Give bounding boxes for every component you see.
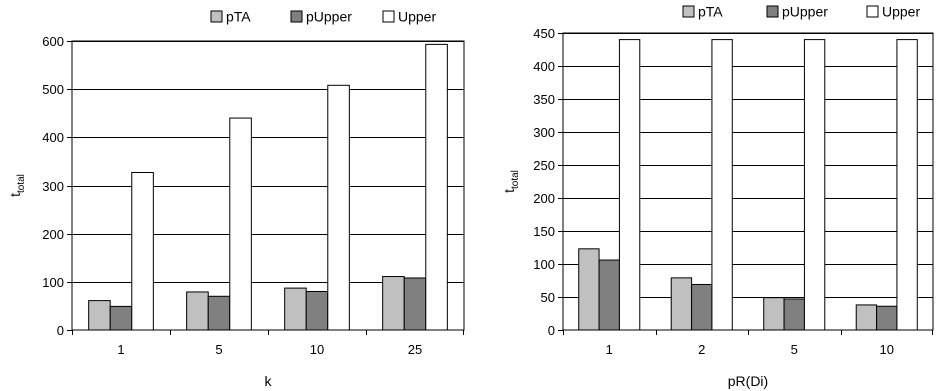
c1-y-tick-label-0: 0 xyxy=(57,323,64,338)
c1-legend-label-pupper: pUpper xyxy=(306,9,352,25)
c2-y-tick-label-100: 100 xyxy=(533,257,555,272)
c2-y-tick-label-250: 250 xyxy=(533,158,555,173)
c1-legend-swatch-pta xyxy=(210,10,223,23)
c1-bar-pupper-5 xyxy=(207,295,231,331)
c2-bar-pupper-10 xyxy=(876,305,898,331)
c2-y-tick-label-300: 300 xyxy=(533,125,555,140)
c1-y-tick-label-200: 200 xyxy=(42,227,64,242)
c2-y-tick-label-400: 400 xyxy=(533,59,555,74)
c2-legend-label-upper: Upper xyxy=(882,4,920,20)
c2-y-tick-label-150: 150 xyxy=(533,224,555,239)
c1-y-tick-label-100: 100 xyxy=(42,275,64,290)
c1-bar-pta-1 xyxy=(88,300,111,331)
c1-bar-upper-25 xyxy=(425,43,448,331)
c1-bar-pta-5 xyxy=(186,291,209,331)
c2-x-tick-label-5: 5 xyxy=(791,342,798,357)
c2-x-tick-label-10: 10 xyxy=(880,342,894,357)
c1-y-tick-label-600: 600 xyxy=(42,34,64,49)
c2-legend-swatch-pta xyxy=(682,5,695,18)
c1-y-axis-label-main: t xyxy=(7,193,23,197)
c1-bar-upper-10 xyxy=(327,84,350,331)
c2-bar-pta-2 xyxy=(670,277,693,331)
c1-x-tick-label-1: 1 xyxy=(117,342,124,357)
c2-y-tick-label-350: 350 xyxy=(533,92,555,107)
c1-y-tick-label-300: 300 xyxy=(42,179,64,194)
c2-y-axis-label: ttotal xyxy=(501,170,521,193)
c1-x-tick-label-25: 25 xyxy=(408,342,422,357)
c1-bar-upper-1 xyxy=(131,171,154,331)
c1-y-axis-label: ttotal xyxy=(7,174,27,197)
c2-y-tick-label-200: 200 xyxy=(533,191,555,206)
c2-x-tick-label-1: 1 xyxy=(606,342,613,357)
c2-bar-pta-5 xyxy=(763,297,785,331)
c1-bar-pupper-1 xyxy=(109,305,133,331)
c1-x-tick-label-10: 10 xyxy=(310,342,324,357)
c1-bar-pupper-25 xyxy=(403,277,427,331)
c2-bar-pta-1 xyxy=(578,248,600,331)
c2-x-tick-label-2: 2 xyxy=(698,342,705,357)
c2-bar-pupper-1 xyxy=(598,259,620,331)
c2-bar-pta-10 xyxy=(855,304,878,331)
c1-bar-upper-5 xyxy=(229,117,252,331)
c2-bar-upper-1 xyxy=(618,39,641,331)
c1-legend-swatch-upper xyxy=(382,10,395,23)
c2-legend-label-pta: pTA xyxy=(698,4,723,20)
c1-y-tick-label-500: 500 xyxy=(42,82,64,97)
c1-x-tick-label-5: 5 xyxy=(215,342,222,357)
c2-legend-label-pupper: pUpper xyxy=(782,4,828,20)
c2-y-tick-label-0: 0 xyxy=(548,323,555,338)
c2-bar-upper-5 xyxy=(803,39,826,331)
c2-y-axis-label-main: t xyxy=(501,189,517,193)
c2-legend-swatch-pupper xyxy=(766,5,779,18)
c1-bar-pupper-10 xyxy=(305,290,329,331)
c2-y-tick-label-450: 450 xyxy=(533,26,555,41)
c2-y-axis-label-subscript: total xyxy=(510,170,521,189)
c2-legend-swatch-upper xyxy=(866,5,879,18)
c2-bar-pupper-5 xyxy=(783,298,805,331)
c2-x-axis-label: pR(Di) xyxy=(728,373,768,389)
c1-legend-swatch-pupper xyxy=(290,10,303,23)
c2-bar-upper-2 xyxy=(711,39,733,331)
c1-x-axis-label: k xyxy=(265,373,273,389)
c1-y-axis-label-subscript: total xyxy=(16,174,27,193)
c1-bar-pta-10 xyxy=(284,287,307,331)
c2-bar-upper-10 xyxy=(896,39,918,331)
c1-legend-label-upper: Upper xyxy=(398,9,436,25)
c2-y-tick-label-50: 50 xyxy=(541,290,555,305)
c1-legend-label-pta: pTA xyxy=(226,9,251,25)
c1-y-tick-label-400: 400 xyxy=(42,130,64,145)
c1-bar-pta-25 xyxy=(382,276,405,331)
c2-bar-pupper-2 xyxy=(691,283,713,331)
